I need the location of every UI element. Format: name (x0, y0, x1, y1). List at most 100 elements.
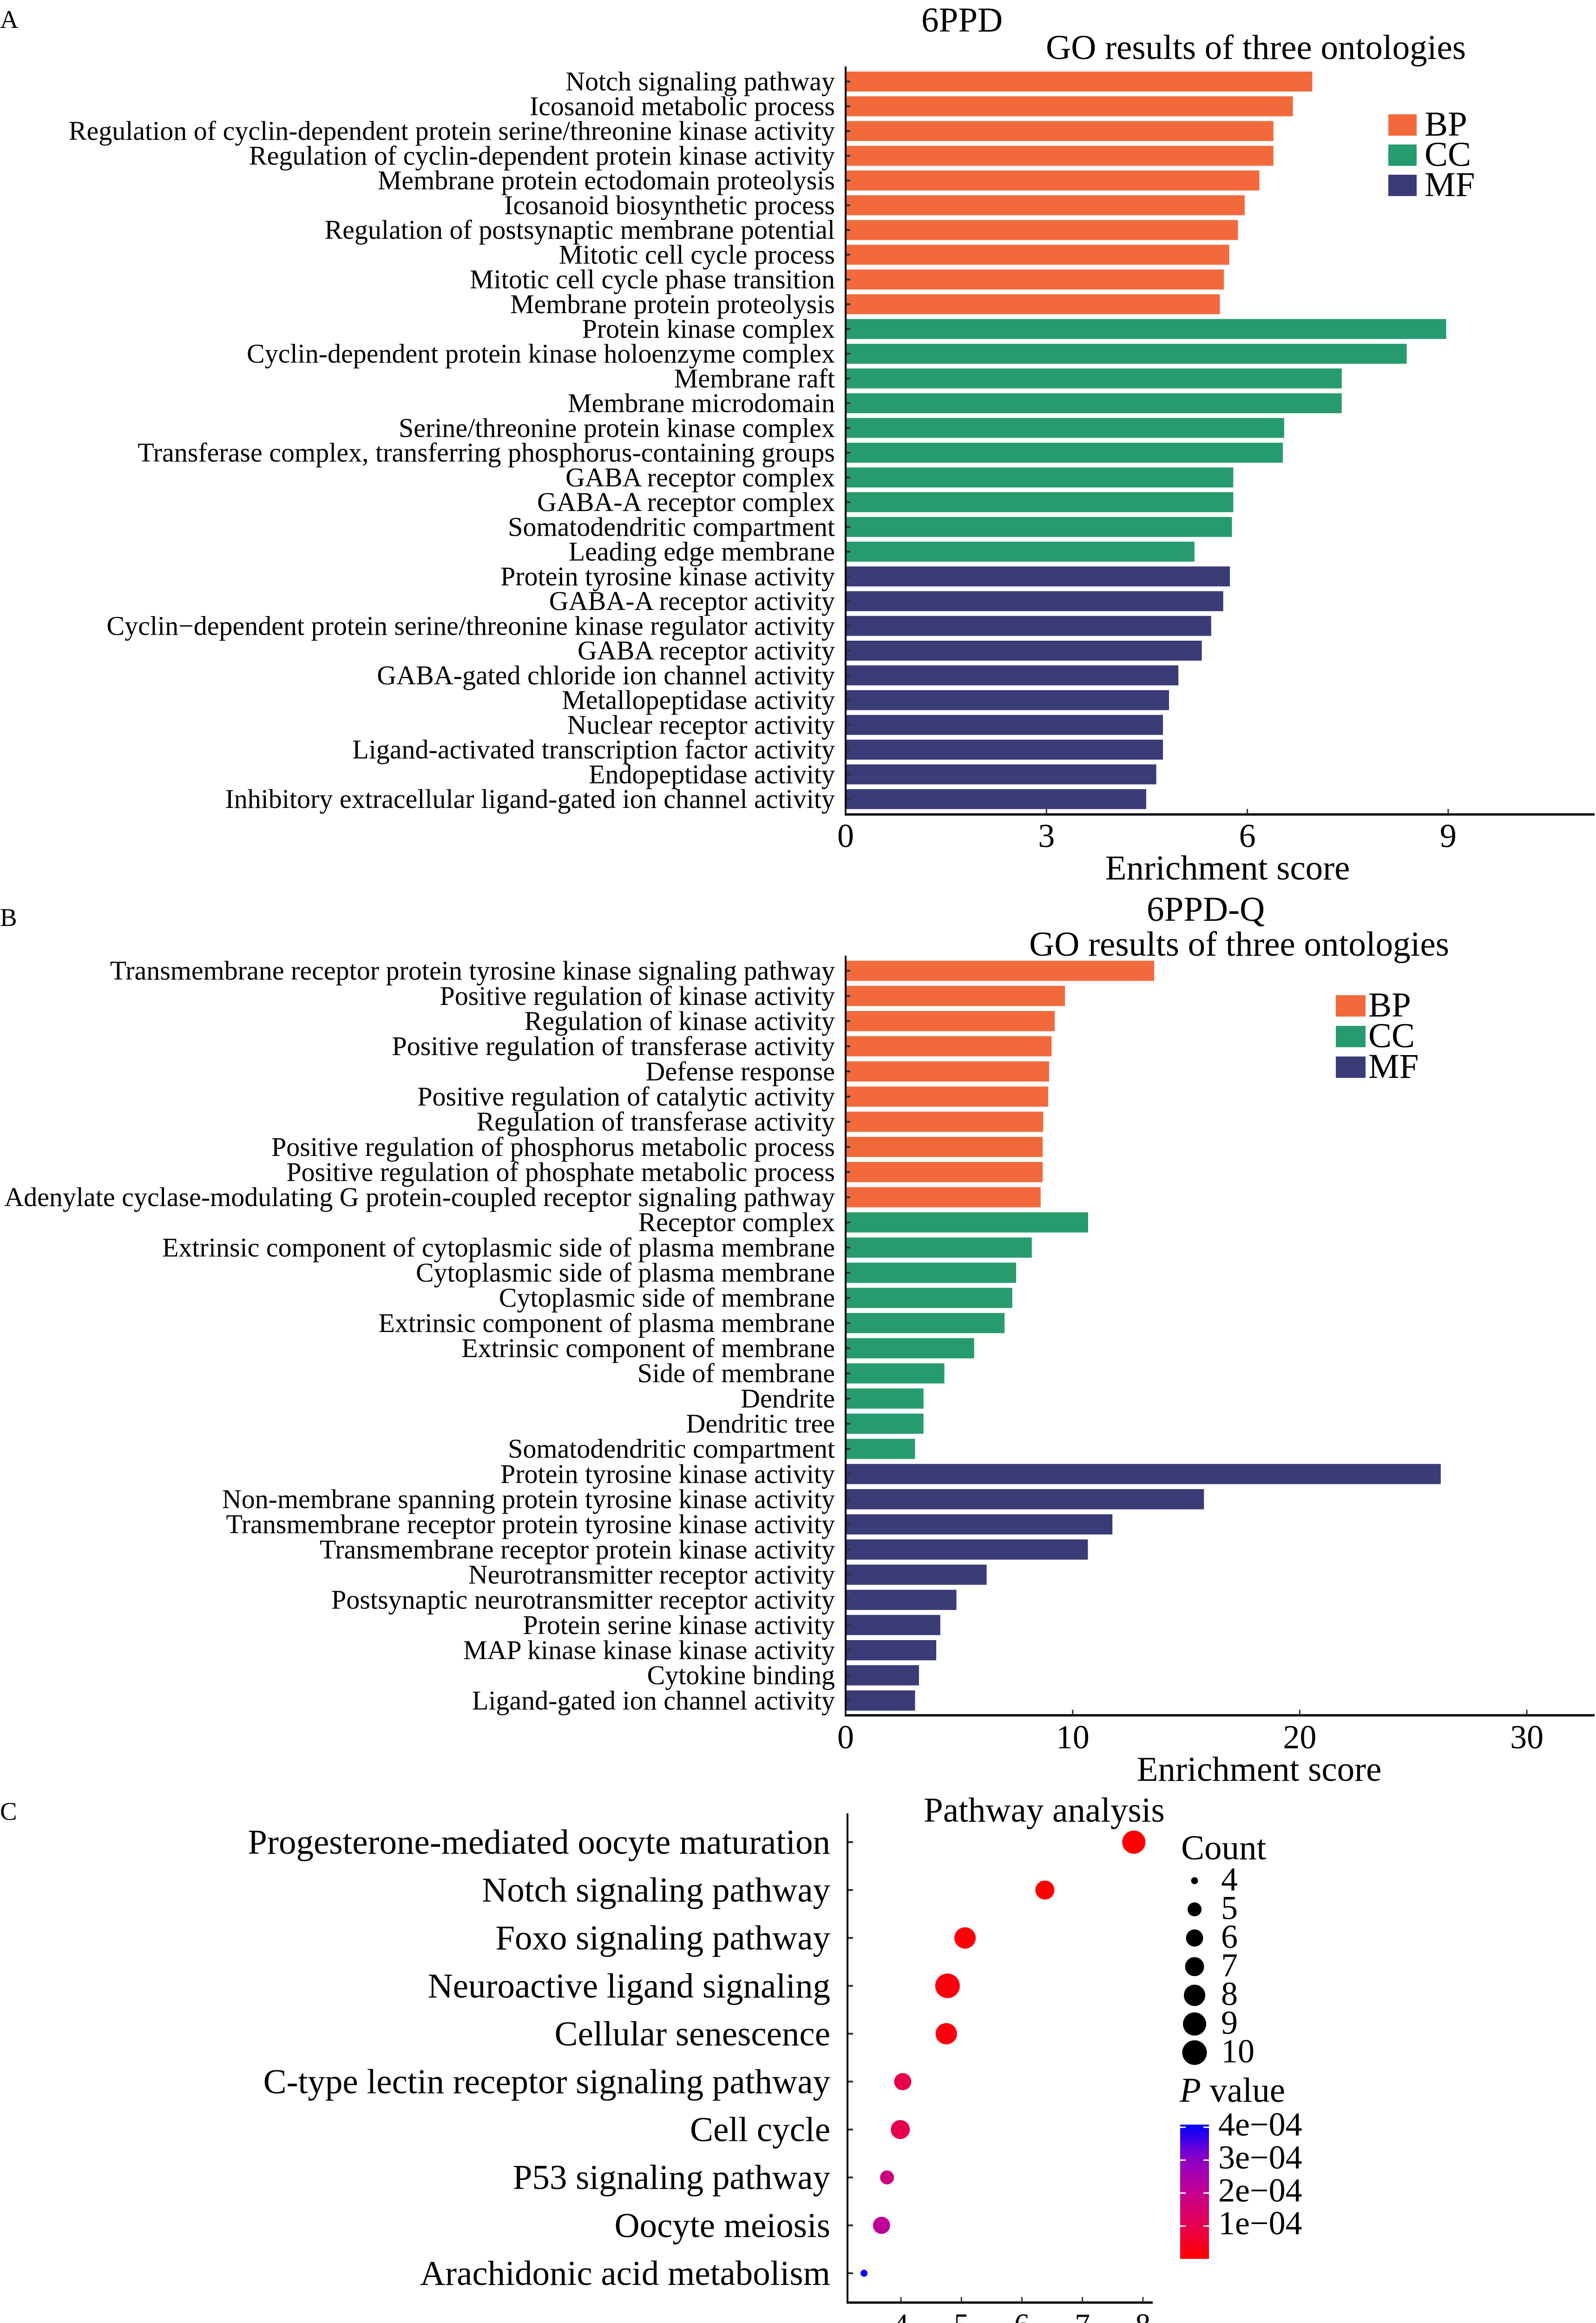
bar-bp (847, 1136, 1043, 1157)
chart-subtitle: GO results of three ontologies (1046, 28, 1466, 67)
bar-cc (847, 368, 1342, 389)
x-tick-label: 30 (1510, 1719, 1543, 1756)
panel-c: C Pathway analysis Progesterone-mediated… (0, 1791, 1302, 2323)
bar-cc (847, 1438, 915, 1459)
y-tick-label: Ligand-activated transcription factor ac… (352, 735, 835, 765)
size-legend-dot (1191, 1877, 1198, 1884)
panel-a: A 6PPD GO results of three ontologies No… (0, 1, 1595, 887)
data-point (1035, 1880, 1055, 1900)
bar-cc (847, 541, 1195, 562)
bar-bp (847, 121, 1274, 141)
chart-title: Pathway analysis (924, 1791, 1165, 1830)
bar-cc (847, 393, 1342, 413)
y-tick-label: Serine/threonine protein kinase complex (399, 413, 835, 443)
bar-bp (847, 72, 1313, 92)
y-tick-label: Metallopeptidase activity (562, 685, 835, 715)
y-tick-label: Regulation of cyclin-dependent protein k… (249, 140, 835, 171)
y-tick-label: Somatodendritic compartment (508, 1434, 835, 1464)
bar-cc (847, 319, 1446, 339)
chart-title: 6PPD (921, 1, 1003, 39)
size-legend-dot (1185, 1957, 1204, 1976)
bar-bp (847, 1011, 1055, 1031)
legend-label: CC (1425, 135, 1471, 174)
bar-bp (847, 1162, 1043, 1182)
y-tick-label: Ligand-gated ion channel activity (472, 1685, 835, 1715)
bar-cc (847, 1262, 1016, 1283)
bar-bp (847, 171, 1260, 190)
y-tick-label: Transmembrane receptor protein kinase ac… (320, 1534, 835, 1564)
bar-cc (847, 343, 1407, 364)
data-point (880, 2170, 894, 2185)
y-tick-label: Extrinsic component of cytoplasmic side … (162, 1232, 835, 1262)
x-tick-label: 9 (1440, 817, 1457, 854)
bar-mf (847, 641, 1202, 661)
colorbar-tick-label: 2e−04 (1218, 2172, 1302, 2209)
y-tick-label: Protein serine kinase activity (523, 1610, 835, 1640)
bar-cc (847, 467, 1234, 488)
y-tick-label: Protein tyrosine kinase activity (500, 1459, 835, 1489)
bar-bp (847, 1111, 1044, 1132)
y-tick-label: Positive regulation of phosphate metabol… (286, 1157, 835, 1187)
size-legend-label: 8 (1221, 1975, 1238, 2013)
bar-mf (847, 740, 1163, 760)
legend-swatch-bp (1388, 114, 1417, 136)
legend-swatch-bp (1336, 995, 1366, 1017)
legend-swatch-mf (1336, 1057, 1366, 1078)
y-tick-label: Regulation of kinase activity (525, 1006, 835, 1036)
y-tick-label: MAP kinase kinase kinase activity (463, 1635, 835, 1665)
y-tick-label: Icosanoid biosynthetic process (504, 190, 835, 220)
x-axis-title: Enrichment score (1105, 849, 1350, 887)
size-legend-dot (1183, 2012, 1206, 2036)
y-tick-label: Defense response (646, 1056, 835, 1086)
legend-label: CC (1368, 1017, 1415, 1055)
x-tick-label: 0 (837, 817, 854, 854)
bar-bp (847, 1036, 1052, 1057)
legend-label: MF (1368, 1047, 1419, 1086)
legend-swatch-cc (1388, 144, 1417, 166)
size-legend-label: 9 (1221, 2004, 1238, 2041)
y-tick-label: Positive regulation of catalytic activit… (417, 1081, 835, 1111)
bar-bp (847, 220, 1238, 240)
bar-mf (847, 1489, 1204, 1509)
y-tick-label: Inhibitory extracellular ligand-gated io… (225, 784, 835, 814)
y-tick-label: Regulation of cyclin-dependent protein s… (69, 116, 835, 146)
y-tick-label: Extrinsic component of plasma membrane (379, 1308, 835, 1338)
bar-bp (847, 1187, 1041, 1207)
y-tick-label: Positive regulation of transferase activ… (392, 1031, 835, 1061)
x-tick-label: 6 (1239, 817, 1256, 854)
y-tick-label: P53 signaling pathway (513, 2159, 831, 2197)
y-tick-label: Foxo signaling pathway (495, 1919, 830, 1957)
y-tick-label: Somatodendritic compartment (508, 512, 835, 542)
size-legend-label: 10 (1221, 2033, 1254, 2070)
bar-mf (847, 764, 1156, 785)
y-tick-label: Cytoplasmic side of membrane (499, 1283, 835, 1313)
legend-label: BP (1368, 986, 1411, 1024)
bar-cc (847, 1212, 1088, 1233)
panel-label: B (0, 903, 17, 932)
y-tick-label: Neurotransmitter receptor activity (468, 1560, 835, 1590)
y-tick-label: Membrane microdomain (568, 388, 835, 418)
data-point (954, 1927, 976, 1949)
x-tick-label: 4 (893, 2308, 909, 2323)
y-tick-label: Cyclin−dependent protein serine/threonin… (106, 610, 835, 641)
y-tick-label: Protein tyrosine kinase activity (500, 561, 835, 591)
data-point (935, 2023, 957, 2045)
x-axis-title: Enrichment score (1137, 1750, 1382, 1789)
y-tick-label: Non-membrane spanning protein tyrosine k… (222, 1484, 835, 1514)
bar-mf (847, 715, 1163, 735)
y-tick-label: Progesterone-mediated oocyte maturation (248, 1823, 830, 1862)
bar-mf (847, 616, 1211, 636)
data-point (860, 2270, 868, 2277)
x-tick-label: 6 (1014, 2308, 1030, 2323)
y-tick-label: Cyclin-dependent protein kinase holoenzy… (247, 339, 835, 369)
x-tick-label: 5 (954, 2308, 969, 2323)
bar-bp (847, 294, 1220, 315)
color-legend-title-italic: P (1179, 2071, 1201, 2110)
colorbar-tick-label: 4e−04 (1218, 2106, 1302, 2143)
bar-mf (847, 1564, 987, 1585)
x-tick-label: 8 (1135, 2308, 1150, 2323)
y-tick-label: Mitotic cell cycle process (559, 240, 835, 270)
bar-mf (847, 789, 1146, 809)
y-tick-label: Transferase complex, transferring phosph… (138, 438, 835, 468)
